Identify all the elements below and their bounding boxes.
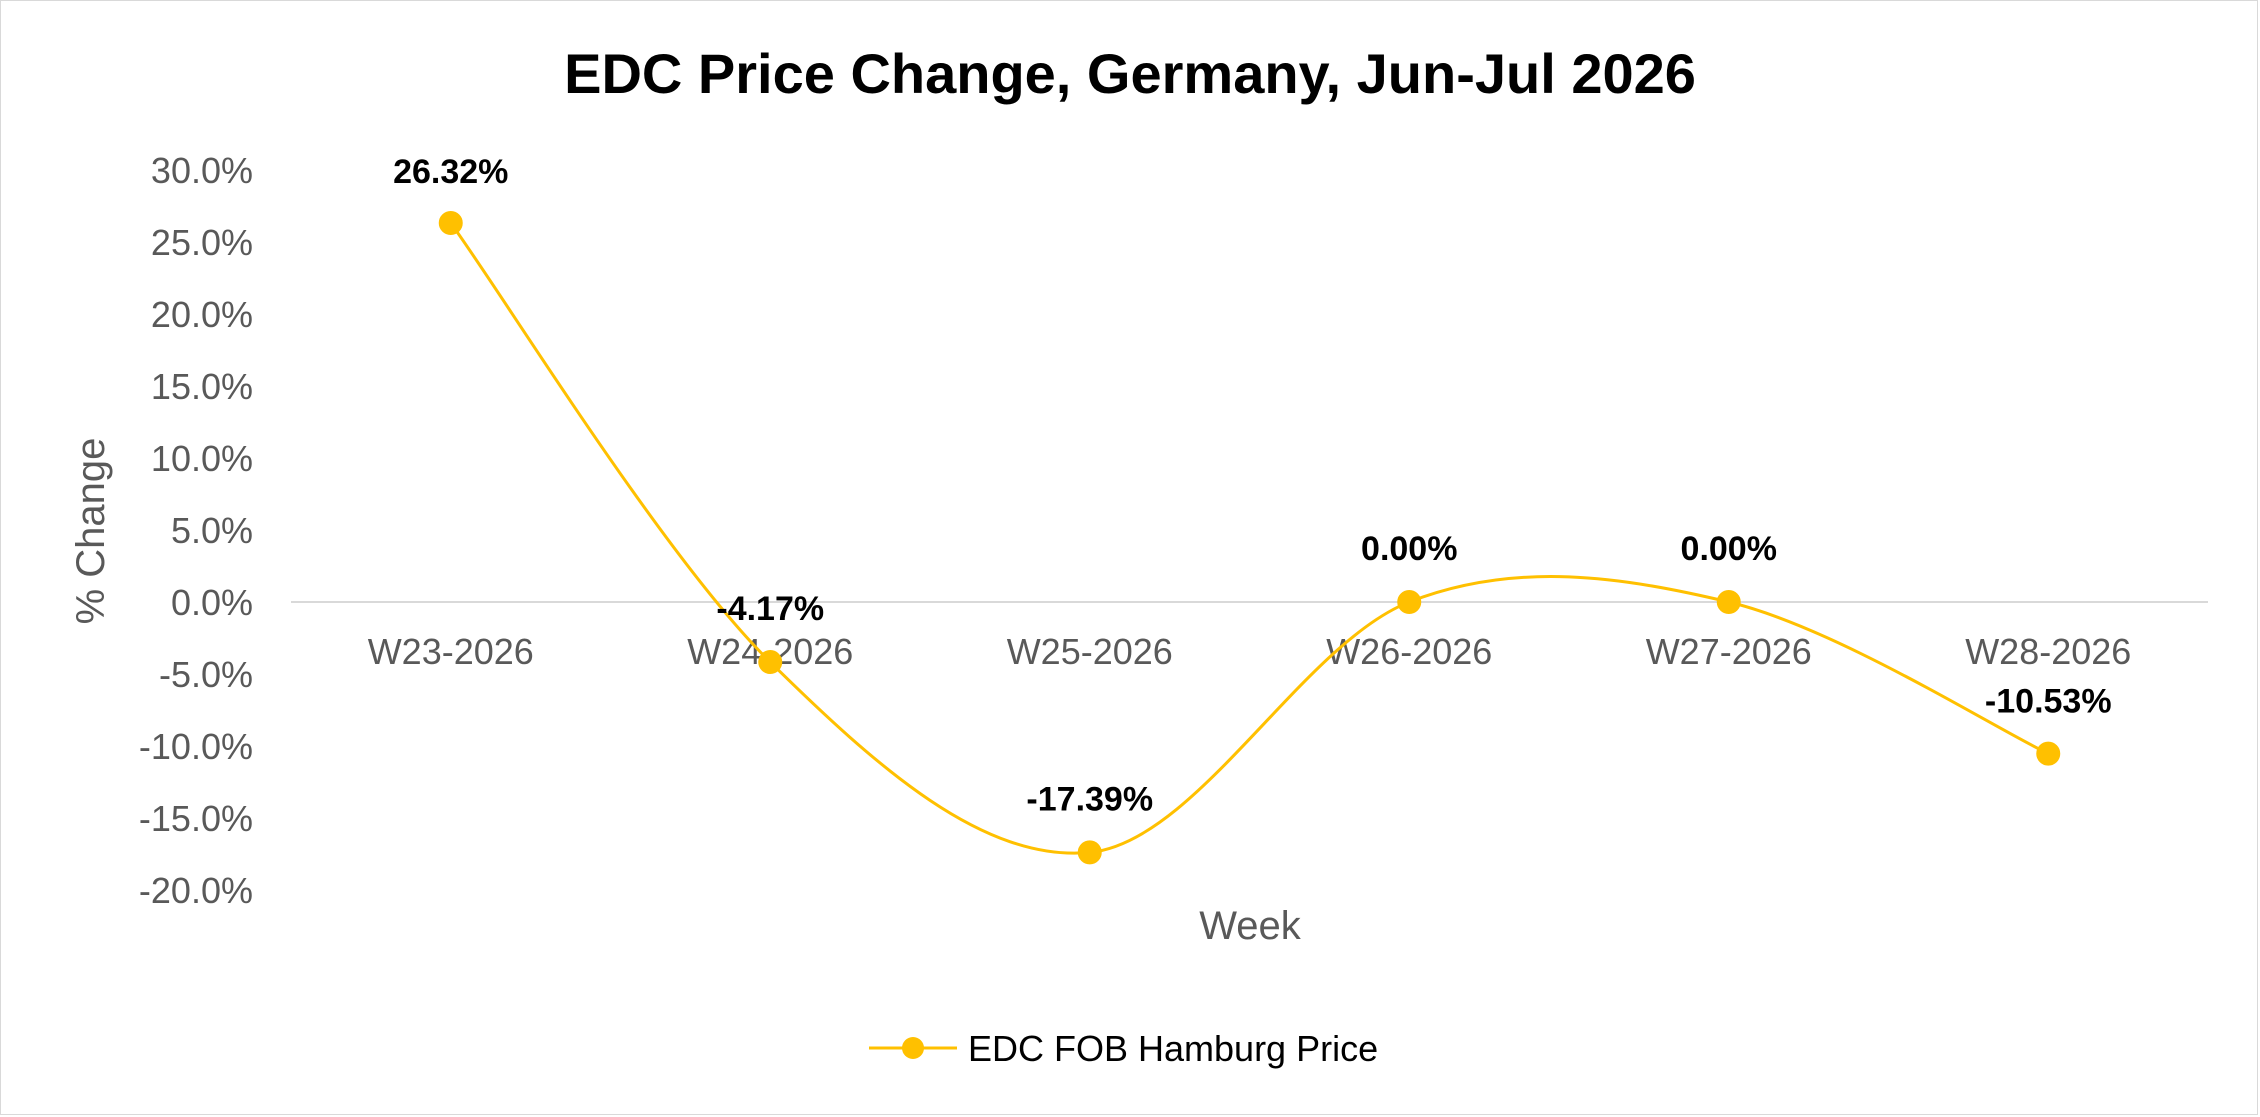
chart-title: EDC Price Change, Germany, Jun-Jul 2026 [564, 42, 1696, 105]
data-label: -17.39% [1026, 780, 1153, 818]
x-tick-label: W27-2026 [1646, 631, 1812, 672]
series-markers [438, 210, 2061, 865]
data-labels: 26.32% -4.17% -17.39% 0.00% 0.00% -10.53% [393, 153, 2111, 818]
y-tick-label: -10.0% [139, 726, 253, 767]
data-label: 26.32% [393, 153, 508, 191]
data-label: 0.00% [1681, 530, 1777, 568]
y-tick-label: 15.0% [151, 366, 253, 407]
y-tick-label: 5.0% [171, 510, 253, 551]
y-tick-label: 20.0% [151, 294, 253, 335]
y-tick-label: -20.0% [139, 870, 253, 911]
y-tick-label: 0.0% [171, 582, 253, 623]
data-point-marker [2036, 741, 2061, 766]
data-point-marker [758, 650, 783, 675]
x-tick-label: W28-2026 [1965, 631, 2131, 672]
data-label: -4.17% [716, 590, 824, 628]
legend-entry: EDC FOB Hamburg Price [968, 1028, 1378, 1069]
y-tick-label: 25.0% [151, 222, 253, 263]
data-point-marker [1397, 590, 1422, 614]
y-axis-ticks: 30.0% 25.0% 20.0% 15.0% 10.0% 5.0% 0.0% -5.0% -1… [139, 150, 253, 911]
x-tick-label: W23-2026 [368, 631, 534, 672]
y-axis-title: % Change [69, 438, 113, 625]
data-point-marker [438, 210, 463, 235]
y-tick-label: -15.0% [139, 798, 253, 839]
data-label: -10.53% [1985, 683, 2112, 721]
legend: EDC FOB Hamburg Price [869, 1028, 1378, 1069]
series-line [449, 222, 2049, 855]
data-point-marker [1716, 590, 1741, 614]
y-tick-label: 10.0% [151, 438, 253, 479]
data-label: 0.00% [1361, 530, 1457, 568]
legend-marker-swatch [902, 1037, 924, 1059]
x-axis-title: Week [1199, 904, 1302, 948]
x-axis-ticks: W23-2026W24-2026W25-2026W26-2026W27-2026… [368, 631, 2132, 672]
x-tick-label: W25-2026 [1007, 631, 1173, 672]
data-point-marker [1077, 840, 1102, 865]
y-tick-label: 30.0% [151, 150, 253, 191]
y-tick-label: -5.0% [159, 654, 253, 695]
